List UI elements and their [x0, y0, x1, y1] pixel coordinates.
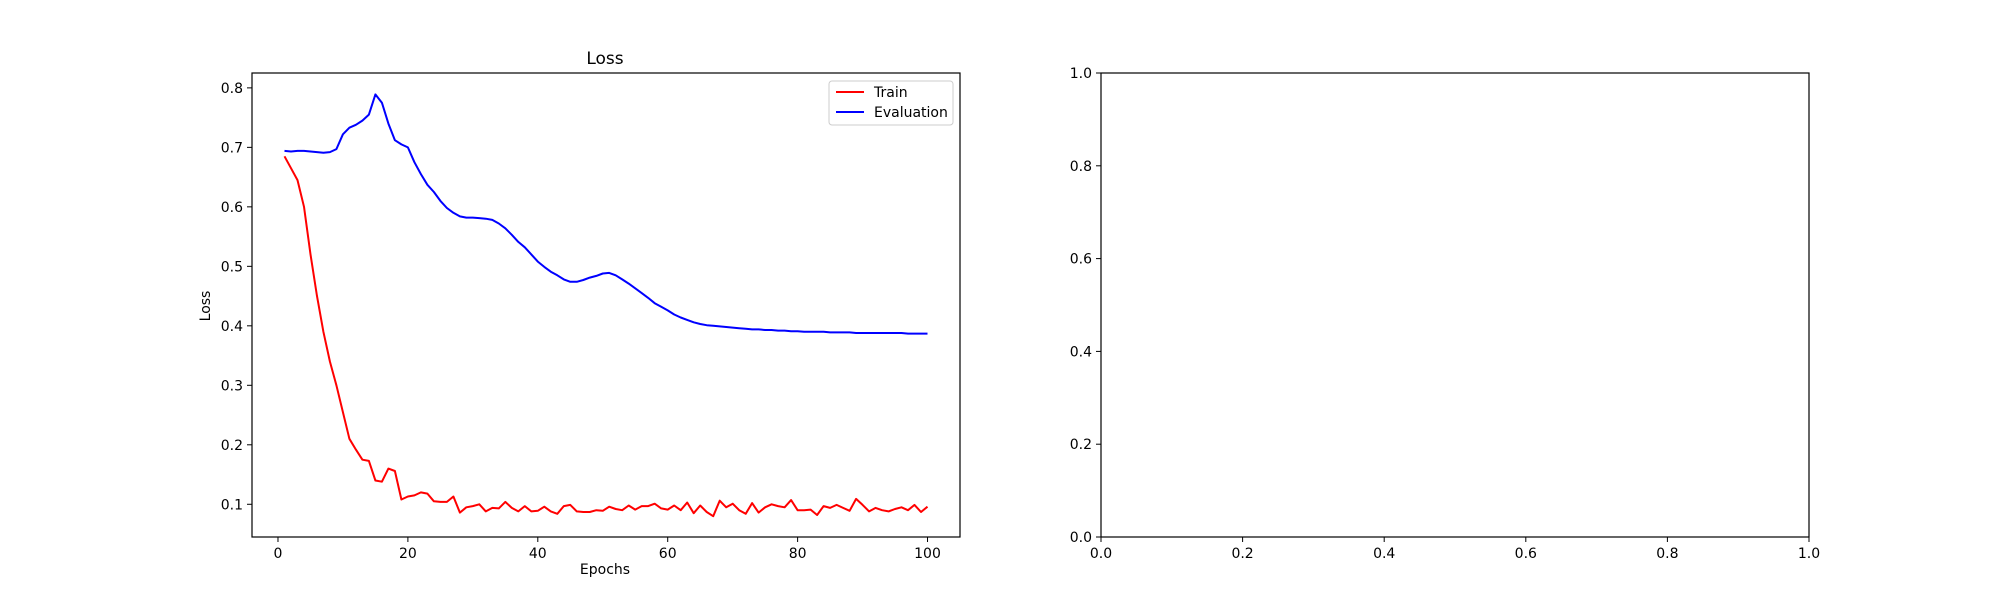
loss-y-tick-label: 0.7 — [221, 140, 243, 156]
empty-x-tick-label: 0.4 — [1373, 546, 1395, 562]
empty-x-tick-label: 1.0 — [1798, 546, 1820, 562]
loss-x-tick-label: 0 — [274, 546, 283, 562]
loss-x-tick-label: 100 — [914, 546, 941, 562]
loss-y-ticks: 0.1 0.2 0.3 0.4 0.5 0.6 0.7 0.8 — [221, 81, 252, 513]
loss-y-axis-label: Loss — [198, 291, 214, 322]
empty-y-tick-label: 0.4 — [1070, 344, 1092, 360]
legend-evaluation-label: Evaluation — [874, 105, 948, 121]
train-series-line — [283, 155, 929, 518]
loss-y-tick-label: 0.4 — [221, 319, 243, 335]
loss-y-tick-label: 0.8 — [221, 81, 243, 97]
empty-axes: 0.0 0.2 0.4 0.6 0.8 1.0 0.0 0.2 0.4 0.6 0.8 1.0 — [1070, 66, 1820, 562]
legend-train-label: Train — [873, 85, 908, 101]
empty-y-tick-label: 0.8 — [1070, 159, 1092, 175]
empty-y-tick-label: 0.6 — [1070, 252, 1092, 268]
empty-y-tick-label: 1.0 — [1070, 66, 1092, 82]
empty-y-tick-label: 0.0 — [1070, 530, 1092, 546]
loss-y-tick-label: 0.3 — [221, 378, 243, 394]
empty-y-tick-label: 0.2 — [1070, 437, 1092, 453]
empty-x-tick-label: 0.0 — [1090, 546, 1112, 562]
evaluation-series-line — [284, 93, 928, 335]
loss-series-lines — [283, 93, 929, 518]
loss-x-ticks: 0 20 40 60 80 100 — [274, 537, 941, 562]
loss-chart-title: Loss — [586, 49, 623, 69]
loss-y-tick-label: 0.2 — [221, 438, 243, 454]
loss-y-tick-label: 0.6 — [221, 200, 243, 216]
loss-x-tick-label: 20 — [399, 546, 417, 562]
empty-plot-frame — [1100, 72, 1810, 538]
loss-x-axis-label: Epochs — [580, 562, 630, 578]
loss-x-tick-label: 40 — [529, 546, 547, 562]
empty-y-ticks: 0.0 0.2 0.4 0.6 0.8 1.0 — [1070, 66, 1101, 546]
empty-x-ticks: 0.0 0.2 0.4 0.6 0.8 1.0 — [1090, 537, 1820, 562]
loss-y-tick-label: 0.5 — [221, 259, 243, 275]
empty-x-tick-label: 0.2 — [1231, 546, 1253, 562]
empty-x-tick-label: 0.6 — [1515, 546, 1537, 562]
loss-x-tick-label: 60 — [659, 546, 677, 562]
loss-legend: Train Evaluation — [828, 80, 954, 126]
loss-axes: Loss Epochs Loss 0 20 40 60 80 100 0.10.20.30… — [198, 49, 961, 578]
loss-y-tick-label: 0.1 — [221, 497, 243, 513]
loss-x-tick-label: 80 — [789, 546, 807, 562]
loss-plot-frame — [251, 72, 961, 538]
empty-x-tick-label: 0.8 — [1656, 546, 1678, 562]
